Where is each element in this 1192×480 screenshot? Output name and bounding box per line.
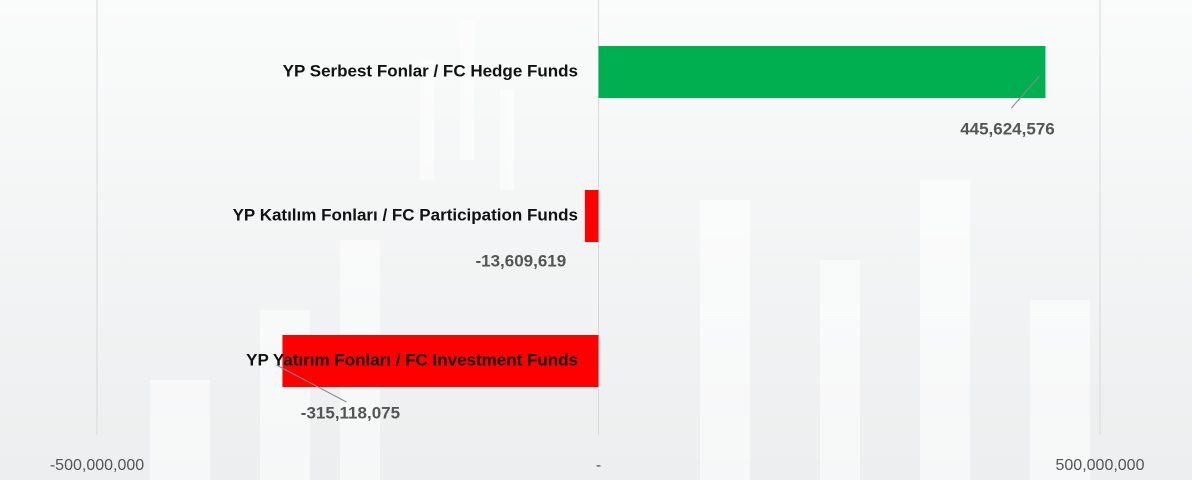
leader-line xyxy=(276,364,347,403)
background-decoration xyxy=(150,20,1090,480)
value-label: -13,609,619 xyxy=(475,251,566,270)
category-label: YP Katılım Fonları / FC Participation Fu… xyxy=(233,205,578,224)
x-tick-label: -500,000,000 xyxy=(50,457,144,474)
category-label: YP Serbest Fonlar / FC Hedge Funds xyxy=(283,61,578,80)
x-tick-label: - xyxy=(596,457,601,474)
leader-line xyxy=(1011,75,1040,109)
bar xyxy=(598,46,1046,98)
bar xyxy=(584,190,599,242)
x-tick-label: 500,000,000 xyxy=(1056,457,1145,474)
value-label: 445,624,576 xyxy=(960,119,1055,138)
category-label: YP Yatırım Fonları / FC Investment Funds xyxy=(246,350,578,369)
value-label: -315,118,075 xyxy=(301,403,400,422)
bar xyxy=(282,335,599,387)
